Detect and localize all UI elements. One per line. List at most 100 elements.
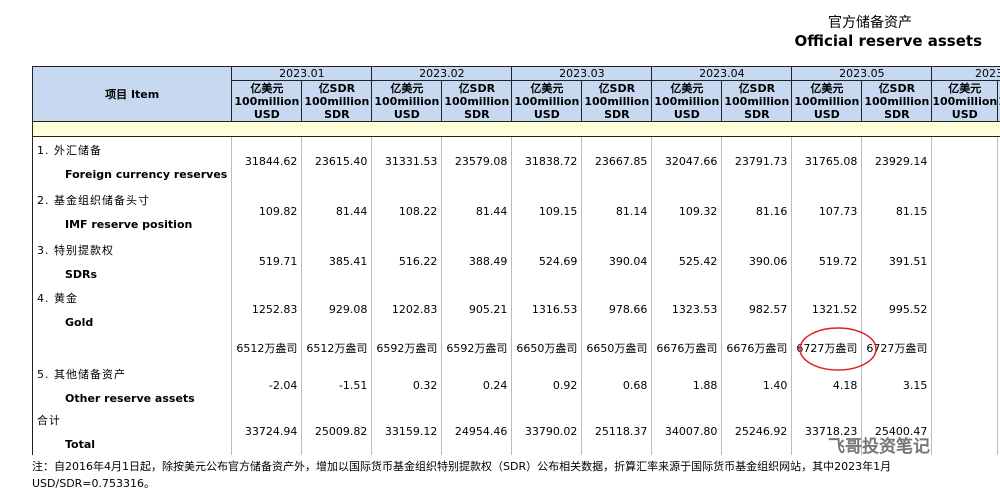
item-en: Total: [65, 438, 96, 451]
value-cell: -2.04: [231, 362, 303, 409]
value-cell: 25009.82: [301, 408, 373, 455]
item-cn: 合计: [37, 414, 61, 427]
month-header: 2023.03: [511, 66, 653, 81]
unit-header: 亿美元 100million USD: [231, 80, 303, 122]
unit-line: 亿SDR: [458, 81, 496, 95]
value-cell: 905.21: [441, 286, 513, 333]
reserve-table: 项目 Item 2023.01 2023.02 2023.03 2023.04 2023.…: [31, 66, 1000, 455]
value-cell: 6592万盎司: [371, 332, 443, 363]
blank-cell: [31, 121, 1000, 137]
month-header: 2023.01: [231, 66, 373, 81]
unit-header: 亿美元 100million USD: [931, 80, 999, 122]
empty-cell: [997, 332, 1000, 363]
value-cell: 516.22: [371, 236, 443, 287]
value-cell: 108.22: [371, 186, 443, 237]
value-cell: 6676万盎司: [651, 332, 723, 363]
value-cell: 385.41: [301, 236, 373, 287]
watermark: 飞哥投资笔记: [828, 437, 930, 457]
unit-line: 亿SDR: [598, 81, 636, 95]
unit-header: 亿美元 100million USD: [651, 80, 723, 122]
subheader-row: 亿美元 100million USD 亿SDR 100million SDR 亿美元 100m…: [33, 80, 1000, 122]
unit-line: 100million: [864, 94, 930, 108]
empty-cell: [997, 408, 1000, 455]
value-cell: 0.32: [371, 362, 443, 409]
unit-line: 100million: [374, 94, 440, 108]
value-cell: 390.04: [581, 236, 653, 287]
item-en: Foreign currency reserves: [65, 168, 228, 182]
empty-cell: [997, 286, 1000, 333]
value-cell: 929.08: [301, 286, 373, 333]
month-header: 2023.04: [651, 66, 793, 81]
value-cell: 1252.83: [231, 286, 303, 333]
unit-line: 100million: [724, 94, 790, 108]
value-cell: 6650万盎司: [581, 332, 653, 363]
value-cell: 81.15: [861, 186, 933, 237]
value-cell: 0.24: [441, 362, 513, 409]
value-cell: 81.14: [581, 186, 653, 237]
value-cell: 525.42: [651, 236, 723, 287]
highlight-circle: [799, 327, 877, 371]
unit-line: 100million: [794, 94, 860, 108]
unit-line: 亿SDR: [738, 81, 776, 95]
value-cell: 23791.73: [721, 136, 793, 187]
empty-cell: [931, 286, 999, 333]
value-cell: 33718.23: [791, 408, 863, 455]
item-cell: 5. 其他储备资产 Other reserve assets: [31, 362, 233, 409]
value-cell: 33724.94: [231, 408, 303, 455]
empty-cell: [931, 362, 999, 409]
header-row: 项目 Item 2023.01 2023.02 2023.03 2023.04 2023.…: [31, 66, 1000, 122]
value-cell: -1.51: [301, 362, 373, 409]
title-cn: 官方储备资产: [828, 15, 912, 31]
data-row: 4. 黄金 Gold 1252.83 929.08 1202.83 905.21 1316.…: [31, 286, 1000, 333]
item-cell: 合计 Total: [31, 408, 233, 455]
value-cell: 0.92: [511, 362, 583, 409]
unit-line: 100million: [304, 94, 370, 108]
value-cell: 33790.02: [511, 408, 583, 455]
item-cell: 2. 基金组织储备头寸 IMF reserve position: [31, 186, 233, 237]
value-cell: 995.52: [861, 286, 933, 333]
empty-cell: [931, 136, 999, 187]
value-cell: 3.15: [861, 362, 933, 409]
unit-line: 亿美元: [948, 81, 982, 95]
value-cell: 6592万盎司: [441, 332, 513, 363]
value-cell: 31331.53: [371, 136, 443, 187]
value-cell: 388.49: [441, 236, 513, 287]
unit-line: USD: [253, 107, 280, 121]
item-en: SDRs: [65, 268, 98, 281]
item-cn: 4. 黄金: [37, 292, 78, 305]
unit-line: 亿美元: [530, 81, 564, 95]
value-cell: 6512万盎司: [231, 332, 303, 363]
unit-line: USD: [533, 107, 560, 121]
value-cell: 81.44: [301, 186, 373, 237]
item-en: Other reserve assets: [65, 392, 195, 405]
value-cell: 1316.53: [511, 286, 583, 333]
unit-line: USD: [673, 107, 700, 121]
item-cn: 2. 基金组织储备头寸: [37, 194, 150, 207]
unit-line: USD: [813, 107, 840, 121]
blank-band: [31, 121, 1000, 137]
unit-line: USD: [951, 107, 978, 121]
unit-line: SDR: [324, 107, 350, 121]
value-cell: 4.18: [791, 362, 863, 409]
month-header: 2023.06: [931, 66, 1000, 81]
value-cell: 109.15: [511, 186, 583, 237]
unit-line: 亿美元: [810, 81, 844, 95]
value-cell: 107.73: [791, 186, 863, 237]
unit-line: 亿美元: [670, 81, 704, 95]
unit-line: 100million: [998, 95, 1000, 108]
value-cell: 6727万盎司: [861, 332, 933, 363]
data-row: 6512万盎司 6512万盎司 6592万盎司 6592万盎司 6650万盎司 6650万…: [31, 332, 1000, 363]
data-row: 3. 特别提款权 SDRs 519.71 385.41 516.22 388.49 524.…: [31, 236, 1000, 287]
unit-line: 亿SDR: [318, 81, 356, 95]
unit-line: 100million: [932, 94, 998, 108]
item-cn: 1. 外汇储备: [37, 144, 102, 158]
value-cell: 978.66: [581, 286, 653, 333]
value-cell: 33159.12: [371, 408, 443, 455]
item-cell: 3. 特别提款权 SDRs: [31, 236, 233, 287]
value-cell: 31765.08: [791, 136, 863, 187]
value-cell: 23929.14: [861, 136, 933, 187]
value-cell: 6650万盎司: [511, 332, 583, 363]
